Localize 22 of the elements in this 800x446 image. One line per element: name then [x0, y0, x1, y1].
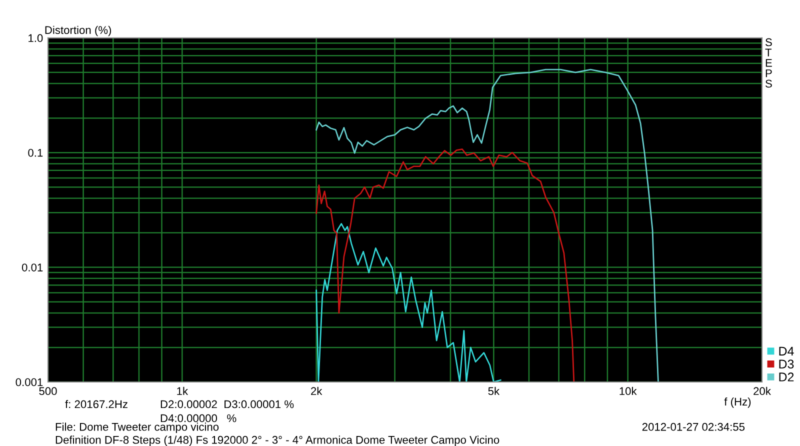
x-tick-label: 20k: [754, 386, 771, 396]
y-axis-title: Distortion (%): [45, 26, 112, 36]
x-tick-label: 1k: [177, 386, 188, 395]
text: File: Dome Tweeter campo vicino: [56, 422, 219, 433]
text: Definition DF-8 Steps (1/48) Fs 192000 2° - 3° - 4° Armonica Dome Tweeter Campo Vicino: [56, 436, 500, 446]
text: STEPS: [765, 38, 772, 88]
x-tick-label: 2k: [311, 386, 322, 395]
text: D4:0.00000 %: [160, 414, 236, 422]
text: f: 20167.2Hz: [65, 400, 128, 408]
legend-label: D4: [779, 346, 794, 356]
x-tick-label: 500: [39, 387, 57, 396]
x-tick-label: 10k: [620, 386, 637, 396]
text: D2:0.00002 D3:0.00001 %: [160, 400, 294, 408]
x-tick-label: 5k: [488, 386, 500, 396]
y-tick-label: 0.001: [16, 378, 43, 386]
legend-label: D2: [779, 372, 794, 382]
text: 2012-01-27 02:34:55: [642, 422, 745, 431]
y-tick-label: 1.0: [28, 34, 43, 42]
legend-label: D3: [779, 360, 794, 369]
y-tick-label: 0.1: [28, 148, 43, 157]
x-axis-title: f (Hz): [724, 397, 751, 408]
y-tick-label: 0.01: [22, 264, 43, 272]
